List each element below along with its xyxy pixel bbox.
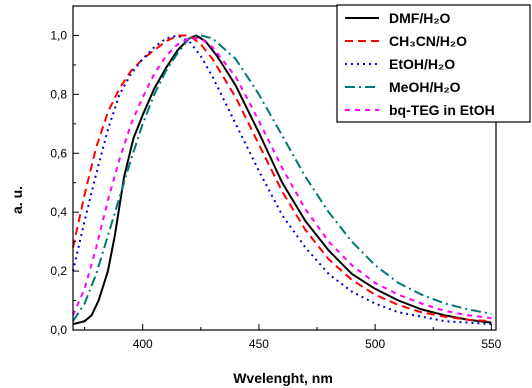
legend-label: DMF/H₂O xyxy=(389,10,451,26)
y-tick-label: 0,2 xyxy=(50,264,67,278)
legend-label: CH₃CN/H₂O xyxy=(389,33,467,49)
legend-label: MeOH/H₂O xyxy=(389,79,461,95)
plot-frame xyxy=(72,5,497,331)
y-tick-label: 0,4 xyxy=(50,205,67,219)
y-tick-label: 1,0 xyxy=(50,28,67,42)
x-tick-label: 450 xyxy=(249,337,269,351)
x-tick-label: 550 xyxy=(481,337,501,351)
y-tick-label: 0,0 xyxy=(50,323,67,337)
legend-label: bq-TEG in EtOH xyxy=(389,102,495,118)
series-line-1 xyxy=(72,34,492,326)
y-tick-label: 0,6 xyxy=(50,146,67,160)
x-tick-label: 500 xyxy=(365,337,385,351)
series-line-4 xyxy=(72,34,492,322)
legend: DMF/H₂O CH₃CN/H₂O EtOH/H₂O MeOH/H₂O bq-TEG i… xyxy=(336,4,531,123)
x-tick-label: 400 xyxy=(133,337,153,351)
series-line-2 xyxy=(72,34,492,323)
series-line-5 xyxy=(72,37,492,320)
y-tick-label: 0,8 xyxy=(50,87,67,101)
x-axis-title: Wvelenght, nm xyxy=(233,370,333,386)
series-layer xyxy=(72,34,492,326)
y-axis-title: a. u. xyxy=(9,186,25,214)
legend-label: EtOH/H₂O xyxy=(389,56,455,72)
axes: 400 450 500 550 0,0 0,2 0,4 0,6 0,8 1,0 xyxy=(50,5,502,351)
